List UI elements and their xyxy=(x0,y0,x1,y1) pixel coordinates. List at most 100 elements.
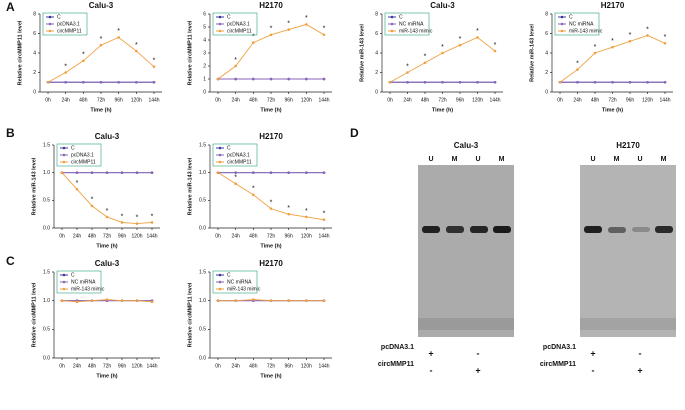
data-point xyxy=(82,80,85,84)
legend-marker xyxy=(218,22,222,26)
y-axis-label: Relative miR-143 level xyxy=(529,24,535,82)
legend-box xyxy=(56,270,102,294)
legend-marker xyxy=(62,146,66,150)
panel-label: B xyxy=(6,126,15,140)
data-point xyxy=(269,171,273,174)
data-point xyxy=(305,299,308,302)
significance-label: * xyxy=(117,28,120,35)
x-axis-label: Time (h) xyxy=(260,107,281,113)
legend-label: C xyxy=(399,14,403,20)
chart-title: H2170 xyxy=(259,1,283,10)
data-point xyxy=(99,80,103,84)
y-tick-label: 2 xyxy=(33,70,36,76)
data-point xyxy=(287,299,290,302)
lane-label: U xyxy=(475,156,480,163)
gel-band xyxy=(422,226,440,233)
data-point xyxy=(75,171,79,174)
data-point xyxy=(216,171,220,174)
x-tick-label: 0h xyxy=(215,233,221,239)
legend-marker xyxy=(218,29,222,33)
significance-label: * xyxy=(135,42,138,49)
data-point xyxy=(423,80,427,84)
x-tick-label: 96h xyxy=(284,363,293,369)
legend-box xyxy=(554,12,600,36)
data-point xyxy=(75,187,79,191)
x-tick-label: 96h xyxy=(118,363,127,369)
significance-label: * xyxy=(441,44,444,51)
significance-label: * xyxy=(576,60,579,67)
legend-marker xyxy=(390,15,394,19)
data-point xyxy=(406,71,409,74)
significance-label: * xyxy=(82,52,85,59)
x-tick-label: 120h xyxy=(131,97,142,103)
legend-label: C xyxy=(227,14,231,20)
x-axis-label: Time (h) xyxy=(96,243,117,249)
data-point xyxy=(593,51,597,55)
data-point xyxy=(388,80,392,84)
y-tick-label: 2 xyxy=(545,70,548,76)
x-tick-label: 120h xyxy=(642,97,653,103)
x-tick-label: 24h xyxy=(73,363,82,369)
y-tick-label: 3 xyxy=(203,50,206,56)
data-point xyxy=(234,64,237,68)
chart-title: H2170 xyxy=(601,1,625,10)
legend-marker xyxy=(48,29,52,33)
data-point xyxy=(234,299,237,302)
y-tick-label: 1.0 xyxy=(199,298,206,304)
gel-band xyxy=(655,226,673,233)
significance-label: * xyxy=(406,63,409,70)
data-point xyxy=(252,193,255,197)
data-point xyxy=(406,80,409,84)
y-tick-label: 0 xyxy=(375,89,378,95)
x-tick-label: 120h xyxy=(301,97,312,103)
chart-title: H2170 xyxy=(259,132,283,141)
x-tick-label: 144h xyxy=(318,233,329,239)
data-point xyxy=(252,77,255,81)
significance-label: * xyxy=(323,26,326,33)
legend-label: miR-143 mimic xyxy=(227,286,261,292)
data-point xyxy=(663,41,667,45)
y-tick-label: 0.5 xyxy=(199,198,206,204)
data-point xyxy=(269,207,273,210)
x-tick-label: 24h xyxy=(231,363,240,369)
x-axis-label: Time (h) xyxy=(90,107,111,113)
gel-image xyxy=(580,165,676,337)
data-point xyxy=(152,65,156,68)
data-point xyxy=(322,33,326,37)
significance-label: * xyxy=(494,42,497,49)
legend-label: NC miRNA xyxy=(71,279,96,285)
significance-label: * xyxy=(234,57,237,64)
y-tick-label: 6 xyxy=(33,31,36,37)
data-point xyxy=(493,80,497,84)
row-sign: - xyxy=(592,365,595,375)
data-point xyxy=(90,171,94,174)
lane-label: M xyxy=(614,156,620,163)
panel-label: A xyxy=(6,0,15,14)
data-point xyxy=(287,28,290,31)
x-tick-label: 120h xyxy=(301,233,312,239)
row-sign: - xyxy=(477,348,480,358)
gel-band xyxy=(446,226,464,233)
x-tick-label: 48h xyxy=(88,363,97,369)
data-point xyxy=(322,171,326,174)
legend-marker xyxy=(62,287,66,291)
x-tick-label: 120h xyxy=(301,363,312,369)
x-tick-label: 48h xyxy=(421,97,430,103)
legend-label: C xyxy=(227,145,231,151)
legend-label: pcDNA3.1 xyxy=(227,152,250,158)
legend-marker xyxy=(560,22,564,26)
y-tick-label: 1.0 xyxy=(43,170,50,176)
data-point xyxy=(322,77,326,81)
legend-marker xyxy=(62,160,66,164)
y-tick-label: 1.5 xyxy=(43,269,50,275)
data-point xyxy=(75,300,79,304)
data-point xyxy=(117,80,120,84)
data-point xyxy=(216,299,220,302)
y-tick-label: 4 xyxy=(375,50,378,56)
data-point xyxy=(322,218,326,221)
row-sign: - xyxy=(430,365,433,375)
y-tick-label: 8 xyxy=(375,11,378,17)
data-point xyxy=(269,33,273,37)
legend-label: C xyxy=(71,145,75,151)
